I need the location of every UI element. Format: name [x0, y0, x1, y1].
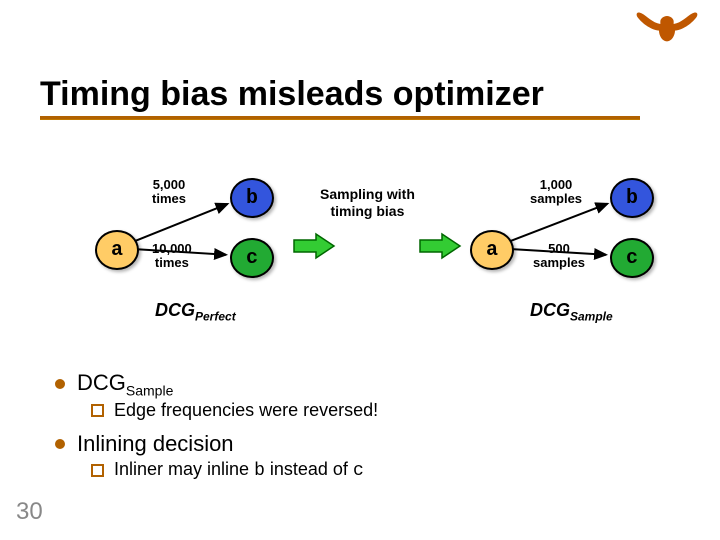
page-number: 30: [16, 498, 43, 526]
slide-title: Timing bias misleads optimizer: [40, 75, 680, 114]
bullet-level1: DCGSample: [55, 370, 690, 398]
big-arrow-icon: [418, 232, 462, 260]
longhorn-icon: [632, 8, 702, 48]
title-underline: [40, 116, 640, 120]
sampling-label: Sampling withtiming bias: [320, 186, 415, 220]
diagram: 5,000times10,000timesabcDCGPerfect1,000s…: [0, 160, 720, 340]
bullet-square-icon: [91, 464, 104, 477]
bullet-text: DCGSample: [77, 370, 173, 398]
right-edge-label: 500samples: [533, 242, 585, 271]
bullet-dot-icon: [55, 439, 65, 449]
slide: Timing bias misleads optimizer 5,000time…: [0, 0, 720, 540]
bullet-level2: Edge frequencies were reversed!: [91, 400, 690, 421]
bullet-level2: Inliner may inline b instead of c: [91, 459, 690, 481]
bullet-square-icon: [91, 404, 104, 417]
bullet-text: Inliner may inline b instead of c: [114, 459, 364, 481]
bullet-text: Inlining decision: [77, 431, 234, 457]
right-node-a: a: [470, 230, 514, 270]
right-node-c: c: [610, 238, 654, 278]
right-dcg-label: DCGSample: [530, 300, 613, 324]
right-node-b: b: [610, 178, 654, 218]
bullet-dot-icon: [55, 379, 65, 389]
big-arrow-icon: [292, 232, 336, 260]
bullet-text: Edge frequencies were reversed!: [114, 400, 378, 421]
title-block: Timing bias misleads optimizer: [40, 75, 680, 120]
bullet-list: DCGSampleEdge frequencies were reversed!…: [55, 370, 690, 491]
bullet-level1: Inlining decision: [55, 431, 690, 457]
